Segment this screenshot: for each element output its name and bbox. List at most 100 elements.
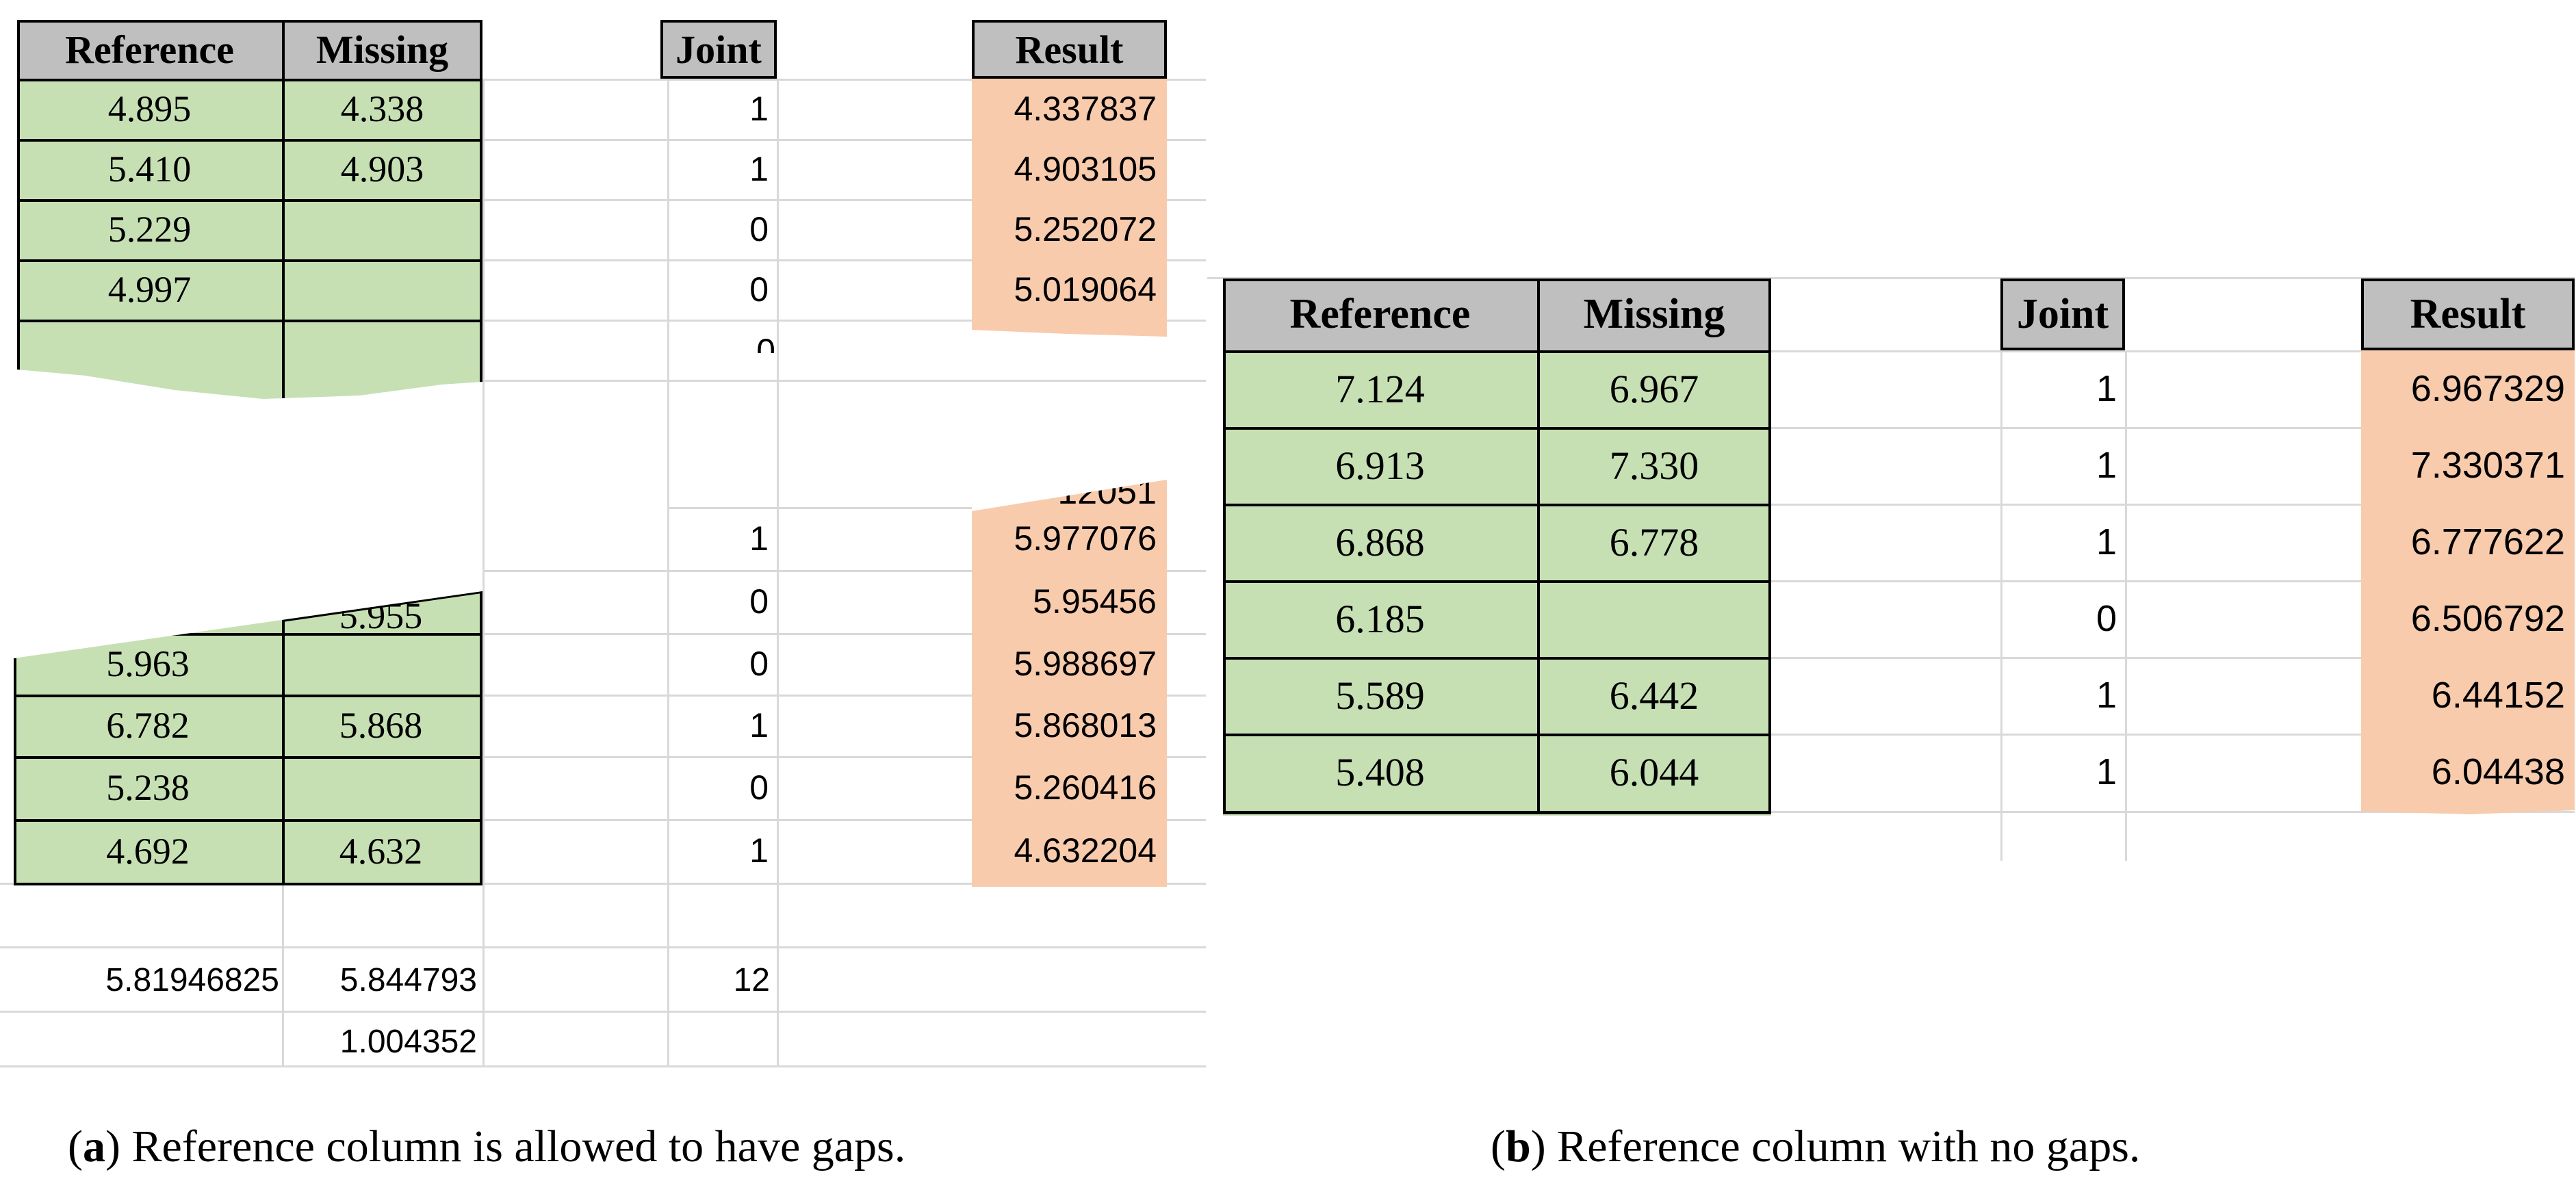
result-value: 5.252072 — [1014, 210, 1157, 248]
reference-cell: 5.408 — [1335, 750, 1425, 794]
joint-value-torn-fragment: 0 — [743, 337, 775, 353]
result-value: 4.903105 — [1014, 150, 1157, 188]
gridline — [282, 883, 284, 1065]
table-border — [480, 591, 482, 885]
gridline — [2125, 350, 2127, 861]
reference-cell: 5.963 — [106, 643, 190, 684]
column-header-missing: Missing — [1583, 291, 1725, 337]
joint-value: 1 — [2096, 521, 2117, 562]
table-b-green: Reference Missing 7.124 6.913 6.868 6.18… — [1223, 278, 1771, 816]
table-border — [17, 79, 482, 81]
reference-cell: 6.185 — [1335, 596, 1425, 641]
column-header-joint: Joint — [2000, 278, 2125, 350]
result-value: 4.632204 — [1014, 831, 1157, 870]
joint-value: 1 — [749, 150, 769, 188]
gridline — [482, 380, 1206, 382]
gridline — [1768, 580, 2575, 582]
summary-joint-total: 12 — [733, 961, 770, 998]
reference-cell: 4.997 — [107, 269, 192, 310]
header-row-background — [1223, 278, 1771, 350]
gridline — [0, 1065, 1206, 1067]
result-value: 6.967329 — [2410, 368, 2565, 409]
table-border — [14, 658, 16, 885]
table-border — [1223, 580, 1771, 583]
table-border — [1537, 278, 1540, 814]
gridline — [1768, 734, 2575, 736]
result-value: 6.44152 — [2431, 675, 2565, 716]
result-value: 5.260416 — [1014, 768, 1157, 807]
column-header-reference: Reference — [1289, 291, 1471, 337]
caption-b-text: ) Reference column with no gaps. — [1530, 1122, 2141, 1171]
gridline — [0, 1011, 1206, 1013]
table-border — [14, 695, 482, 697]
column-header-result: Result — [972, 20, 1167, 79]
result-value: 6.506792 — [2410, 598, 2565, 639]
gridline — [482, 570, 1206, 572]
joint-value: 1 — [2096, 675, 2117, 716]
result-value: 5.95456 — [1033, 582, 1157, 621]
gridline — [1768, 504, 2575, 506]
table-a-bottom-green-piece: 5.955 5.963 6.782 5.868 5.238 4.692 4.63… — [14, 591, 482, 885]
gridline — [482, 79, 1206, 81]
gridline — [1768, 657, 2575, 659]
table-border — [17, 20, 20, 376]
table-border — [1223, 350, 1771, 353]
column-header-reference: Reference — [65, 27, 234, 72]
table-border — [1223, 278, 1771, 281]
gridline — [482, 199, 1206, 201]
joint-value: 1 — [749, 706, 769, 744]
column-header-result: Result — [2361, 278, 2575, 350]
table-border — [480, 20, 482, 386]
summary-ratio: 1.004352 — [339, 1023, 477, 1060]
result-value: 6.04438 — [2431, 751, 2565, 792]
table-border — [1223, 811, 1771, 814]
table-border — [17, 199, 482, 202]
result-value: 4.337837 — [1014, 90, 1157, 128]
gridline — [0, 946, 1206, 948]
reference-cell: 7.124 — [1335, 366, 1425, 411]
missing-cell: 5.955 — [339, 595, 423, 636]
caption-a-text: ) Reference column is allowed to have ga… — [105, 1122, 906, 1171]
table-border — [1768, 278, 1771, 814]
table-border — [1223, 278, 1226, 814]
joint-value: 0 — [749, 582, 769, 621]
table-border — [1223, 657, 1771, 660]
missing-cell: 4.632 — [339, 830, 423, 872]
table-a-top-green-piece: Reference Missing 4.895 5.410 5.229 4.99… — [17, 20, 482, 399]
joint-value: 1 — [2096, 368, 2117, 409]
reference-cell: 4.895 — [107, 88, 192, 129]
result-value-torn-fragment: 12051 — [1057, 472, 1157, 512]
gridline — [1768, 427, 2575, 429]
reference-cell: 6.868 — [1335, 519, 1425, 565]
caption-b: (b) Reference column with no gaps. — [1491, 1121, 2140, 1173]
reference-cell: 5.238 — [106, 767, 190, 808]
caption-b-open: ( — [1491, 1122, 1506, 1171]
gridline — [777, 79, 779, 1065]
reference-cell: 4.692 — [106, 830, 190, 872]
gridline — [482, 139, 1206, 141]
table-border — [14, 756, 482, 759]
table-border — [1223, 427, 1771, 430]
gridline — [0, 883, 1206, 885]
caption-b-label: b — [1505, 1122, 1531, 1171]
reference-cell: 5.229 — [107, 209, 192, 250]
header-row-background — [17, 20, 482, 79]
caption-a-label: a — [82, 1122, 105, 1171]
joint-value: 1 — [2096, 751, 2117, 792]
result-value: 5.868013 — [1014, 706, 1157, 744]
result-value: 5.977076 — [1014, 519, 1157, 558]
column-header-joint: Joint — [660, 20, 777, 79]
missing-cell: 7.330 — [1609, 443, 1699, 488]
joint-value: 0 — [749, 768, 769, 807]
gridline — [482, 320, 1206, 322]
reference-cell: 6.782 — [106, 705, 190, 746]
gridline — [482, 259, 1206, 261]
missing-cell: 4.338 — [340, 88, 424, 129]
gridline — [1768, 811, 2575, 813]
joint-value: 1 — [749, 90, 769, 128]
reference-cell: 5.410 — [107, 148, 192, 190]
table-border — [1223, 734, 1771, 736]
gridline — [667, 507, 972, 509]
missing-cell: 6.967 — [1609, 366, 1699, 411]
